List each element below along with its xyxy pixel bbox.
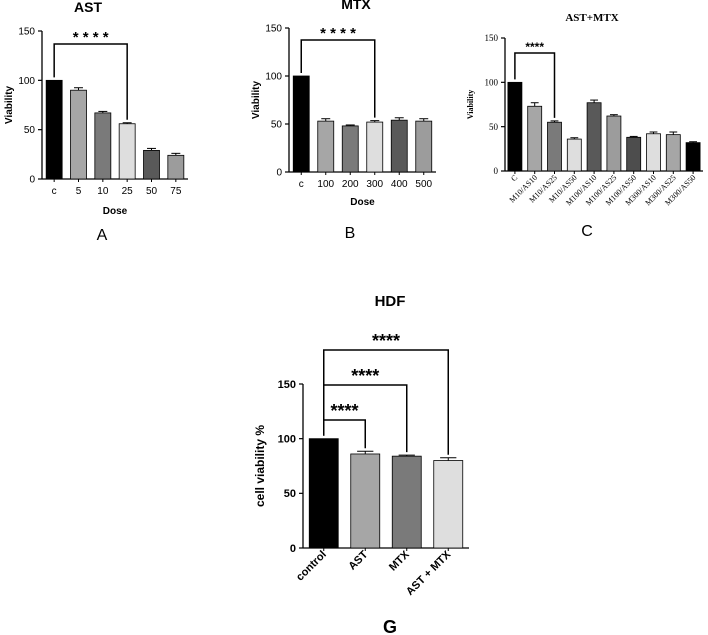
significance-bracket <box>300 39 376 118</box>
chart-panel-a: AST 0 50 100 150 Viability c 5 10 25 50 75 Dose * * *… <box>4 0 188 244</box>
y-tick-label: 100 <box>485 77 499 87</box>
x-tick-label: AST + MTX <box>404 548 454 598</box>
chart-title: HDF <box>375 293 406 310</box>
significance-stars: **** <box>330 401 358 421</box>
x-tick-label: AST <box>346 548 370 572</box>
x-tick-label: 50 <box>146 186 158 197</box>
bar <box>317 120 335 173</box>
bar <box>626 136 642 172</box>
x-tick-label: 300 <box>366 179 383 190</box>
y-tick-label: 0 <box>29 175 35 186</box>
y-tick-label: 50 <box>24 125 36 136</box>
x-tick-label: 100 <box>317 179 334 190</box>
significance-stars: **** <box>351 366 379 386</box>
bar <box>70 89 87 180</box>
significance-bracket <box>53 43 128 120</box>
bar <box>308 438 339 549</box>
chart-title: AST+MTX <box>565 12 618 24</box>
x-tick-label: 200 <box>342 179 359 190</box>
chart-panel-c: AST+MTX050100150ViabilityCM10/AS10M10/AS… <box>466 12 703 240</box>
bar <box>547 121 562 172</box>
bar <box>45 79 63 180</box>
x-tick-label: 75 <box>170 186 182 197</box>
y-tick-label: 150 <box>485 33 499 43</box>
y-axis-label: Viability <box>4 85 15 124</box>
bar <box>566 138 582 172</box>
significance-bracket <box>323 349 449 455</box>
x-tick-label: control <box>294 549 329 584</box>
y-tick-label: 100 <box>18 76 35 87</box>
x-tick-label: 500 <box>415 179 432 190</box>
bar <box>391 455 422 549</box>
y-tick-label: 0 <box>276 168 282 179</box>
y-tick-label: 150 <box>265 24 282 35</box>
x-tick-label: MTX <box>387 548 412 573</box>
panel-label: B <box>345 225 356 242</box>
chart-panel-b: MTX 0 50 100 150 Viability c 100 200 300 400 500 Dos… <box>251 0 436 242</box>
significance-stars: **** <box>525 40 544 54</box>
bar <box>415 120 433 173</box>
bar <box>143 149 160 180</box>
bar <box>94 112 112 180</box>
x-axis-label: Dose <box>103 206 128 217</box>
bar <box>606 115 622 172</box>
significance-stars: * * * * <box>73 29 109 46</box>
bar <box>341 125 359 173</box>
y-tick-label: 50 <box>271 120 283 131</box>
bar <box>665 134 681 172</box>
y-tick-label: 100 <box>265 72 282 83</box>
x-tick-label: 10 <box>97 186 109 197</box>
y-tick-label: 50 <box>489 122 499 132</box>
chart-title: AST <box>74 0 102 15</box>
y-tick-label: 50 <box>284 488 296 500</box>
chart-title: MTX <box>341 0 371 12</box>
x-axis-label: Dose <box>350 197 375 208</box>
x-tick-label: c <box>52 186 57 197</box>
bar <box>527 105 543 172</box>
bar <box>167 154 185 180</box>
bar <box>390 119 408 173</box>
chart-panel-g: HDF 0 50 100 150 cell viability % control AST MT… <box>253 293 469 635</box>
panel-label: G <box>383 617 397 635</box>
bar <box>292 75 310 173</box>
bar <box>507 81 523 172</box>
significance-stars: **** <box>372 331 400 351</box>
significance-bracket <box>514 52 556 118</box>
y-tick-label: 100 <box>278 434 296 446</box>
bar <box>118 123 136 180</box>
bar <box>433 460 464 549</box>
y-tick-label: 0 <box>494 166 499 176</box>
bar <box>366 121 384 173</box>
y-axis-label: cell viability % <box>253 425 267 507</box>
x-tick-label: 5 <box>76 186 82 197</box>
y-tick-label: 150 <box>18 27 35 38</box>
panel-label: A <box>97 227 108 244</box>
y-tick-label: 150 <box>278 379 296 391</box>
y-tick-label: 0 <box>290 543 296 555</box>
x-tick-label: c <box>299 179 304 190</box>
bar <box>350 453 381 549</box>
bar <box>685 142 701 172</box>
x-tick-label: 25 <box>122 186 134 197</box>
y-axis-label: Viability <box>251 80 262 119</box>
bar <box>586 102 602 172</box>
panel-label: C <box>581 223 593 240</box>
y-axis-label: Viability <box>466 90 475 119</box>
bar <box>646 133 661 172</box>
x-tick-label: 400 <box>391 179 408 190</box>
significance-stars: * * * * <box>320 25 356 42</box>
x-tick-label: C <box>509 173 519 183</box>
